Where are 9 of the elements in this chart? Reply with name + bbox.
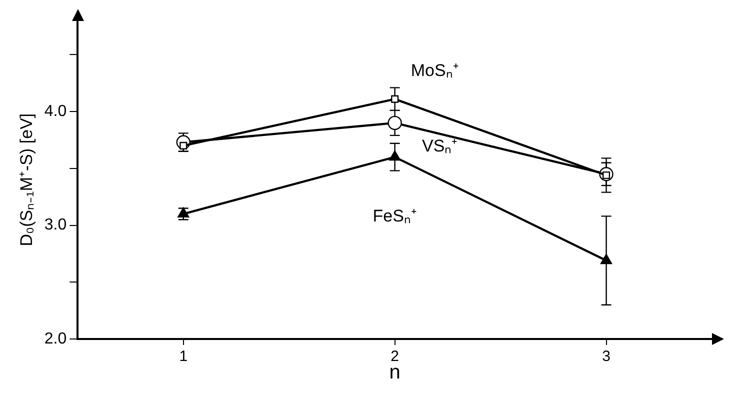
y-tick-label: 3.0 <box>44 216 67 234</box>
x-tick-label: 3 <box>602 348 610 366</box>
y-tick-label: 2.0 <box>44 330 67 348</box>
series-label: VSₙ⁺ <box>422 136 458 156</box>
text: FeSₙ⁺ <box>372 206 417 226</box>
y-axis-title: D₀(Sₙ₋₁M⁺-S) [eV] <box>16 113 36 246</box>
y-tick-label: 4.0 <box>44 102 67 120</box>
series-label: MoSₙ⁺ <box>410 60 459 80</box>
x-tick-label: 1 <box>179 348 188 366</box>
